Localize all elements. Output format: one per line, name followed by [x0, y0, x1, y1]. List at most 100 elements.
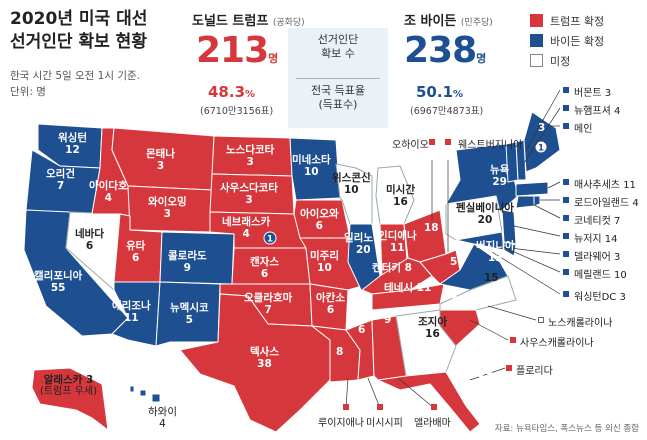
label-michigan: 미시간 16 — [386, 184, 415, 208]
electors-label-1: 선거인단 — [317, 33, 359, 46]
callout-north-carolina: 노스캐롤라이나 — [548, 318, 613, 329]
label-utah: 유타 6 — [126, 240, 146, 264]
label-oklahoma: 오클라호마 7 — [244, 292, 293, 316]
swatch-delaware — [563, 251, 569, 257]
legend-trump-swatch — [530, 14, 543, 27]
callout-mississippi: 미시시피 — [366, 418, 403, 429]
biden-votes: (6967만4873표) — [410, 106, 484, 117]
label-wisconsin: 위스콘신 10 — [332, 172, 371, 196]
swatch-dc — [563, 291, 569, 297]
split-mark-circle-0 — [263, 231, 277, 245]
biden-pct-value: 50.1 — [416, 83, 454, 101]
page-title: 2020년 미국 대선 선거인단 확보 현황 — [10, 8, 147, 54]
biden-pct-unit: % — [453, 89, 464, 100]
callout-alabama: 앨라배마 — [414, 418, 451, 429]
subtitle: 한국 시간 5일 오전 1시 기준. 단위: 명 — [10, 68, 140, 100]
legend-biden-swatch — [530, 34, 543, 47]
swatch-maine — [563, 123, 569, 129]
popular-label-1: 전국 득표율 — [310, 84, 366, 97]
label-tennessee: 테네시 11 — [384, 282, 432, 294]
popular-label: 전국 득표율 (득표수) — [288, 84, 388, 112]
swatch-rhode-island — [563, 197, 569, 203]
trump-party: (공화당) — [272, 18, 305, 28]
label-pennsylvania: 펜실베이니아 20 — [456, 202, 514, 226]
leader-lines — [345, 89, 561, 409]
label-north-carolina-value: 15 — [484, 272, 499, 284]
swatch-west-virginia — [445, 139, 451, 145]
state-shape-43 — [533, 195, 541, 207]
label-washington: 워싱턴 12 — [58, 132, 87, 156]
label-new-mexico: 뉴멕시코 5 — [170, 302, 209, 326]
callout-rhode-island: 로드아일랜드 4 — [574, 198, 639, 209]
label-kentucky: 켄터키 8 — [372, 262, 412, 274]
timestamp-note: 한국 시간 5일 오전 1시 기준. — [10, 70, 140, 82]
state-shape-16 — [179, 293, 331, 433]
swatch-florida — [506, 365, 512, 371]
label-maine-value: 3 — [538, 122, 546, 134]
label-alabama-value: 9 — [384, 314, 392, 326]
split-mark-circle-1 — [534, 140, 548, 154]
trump-electors-unit: 명 — [268, 52, 279, 65]
swatch-mississippi — [377, 404, 383, 410]
state-shape-10 — [155, 281, 221, 347]
unit-note: 단위: 명 — [10, 86, 46, 98]
swatch-north-carolina — [538, 317, 544, 323]
callout-connecticut: 코네티컷 7 — [574, 216, 621, 227]
state-shape-51 — [151, 393, 161, 403]
electors-label-2: 확보 수 — [321, 47, 355, 60]
label-hawaii: 하와이 4 — [148, 406, 177, 430]
label-montana: 몬태나 3 — [146, 148, 175, 172]
label-arizona: 애리조나 11 — [112, 300, 151, 324]
label-mississippi-value: 6 — [358, 324, 366, 336]
label-oregon: 오리건 7 — [46, 168, 75, 192]
label-colorado: 콜로라도 9 — [168, 250, 207, 274]
callout-ohio: 오하이오 — [392, 140, 429, 151]
label-missouri: 미주리 10 — [310, 250, 339, 274]
label-louisiana-value: 8 — [336, 346, 344, 358]
swatch-alabama — [431, 404, 437, 410]
callout-dc: 워싱턴DC 3 — [574, 292, 626, 303]
legend-undecided-label: 미정 — [550, 55, 571, 68]
label-indiana: 인디애나 11 — [378, 230, 417, 254]
source-note: 자료: 뉴욕타임스, 폭스뉴스 등 외신 종합 — [494, 424, 639, 434]
biden-name: 조 바이든 — [404, 14, 457, 29]
state-shape-36 — [377, 371, 481, 433]
biden-party: (민주당) — [460, 18, 493, 28]
split-mark-label-1: 1 — [538, 144, 544, 154]
callout-delaware: 델라웨어 3 — [574, 252, 621, 263]
swatch-maryland — [563, 269, 569, 275]
label-north-dakota: 노스다코타 3 — [226, 144, 275, 168]
label-minnesota: 미네소타 10 — [292, 154, 331, 178]
split-mark-label-0: 1 — [267, 235, 273, 245]
label-west-virginia-value: 5 — [450, 256, 458, 268]
label-georgia: 조지아 16 — [418, 316, 447, 340]
label-arkansas: 아칸소 6 — [316, 292, 345, 316]
label-south-carolina-value: 9 — [450, 292, 458, 304]
label-iowa: 아이오와 6 — [300, 208, 339, 232]
summary-divider — [296, 78, 380, 79]
label-idaho: 아이다호 4 — [89, 180, 128, 204]
label-california: 캘리포니아 55 — [34, 270, 83, 294]
swatch-vermont — [563, 87, 569, 93]
trump-electors-value: 213 — [196, 30, 269, 71]
trump-votes: (6710만3156표) — [200, 106, 274, 117]
swatch-new-jersey — [563, 233, 569, 239]
legend-trump-label: 트럼프 확정 — [550, 15, 605, 28]
label-wyoming: 와이오밍 3 — [148, 196, 187, 220]
state-shape-48 — [31, 367, 109, 431]
swatch-louisiana — [343, 404, 349, 410]
title-line-2: 선거인단 확보 현황 — [10, 32, 147, 52]
label-south-dakota: 사우스다코타 3 — [220, 182, 278, 206]
state-shape-17 — [289, 137, 341, 201]
label-virginia: 버지니아 13 — [476, 240, 515, 264]
swatch-massachusetts — [563, 179, 569, 185]
state-shape-22 — [345, 319, 375, 381]
state-shape-46 — [515, 139, 527, 181]
biden-electors-value: 238 — [404, 30, 477, 71]
popular-label-2: (득표수) — [318, 98, 358, 111]
title-line-1: 2020년 미국 대선 — [10, 9, 148, 29]
biden-name-row: 조 바이든 (민주당) — [404, 10, 493, 29]
trump-pct: 48.3% — [208, 82, 255, 101]
callout-south-carolina: 사우스캐롤라이나 — [520, 338, 594, 349]
